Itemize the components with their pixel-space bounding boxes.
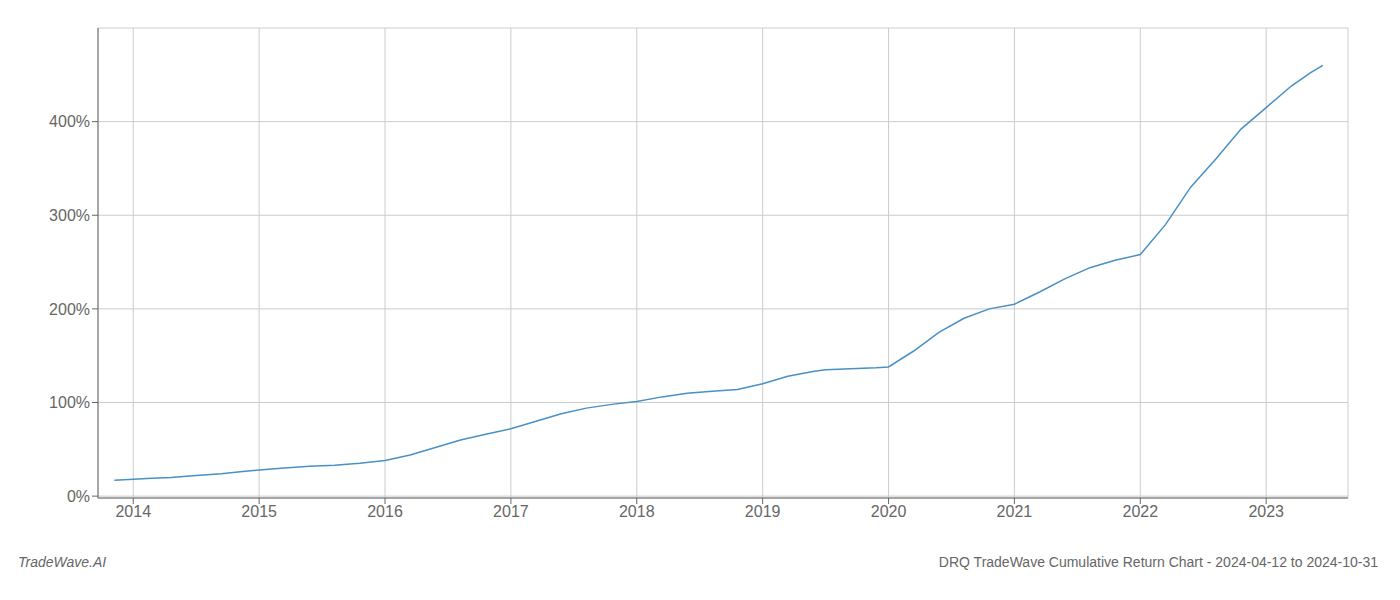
svg-text:2019: 2019	[745, 503, 781, 520]
svg-text:2021: 2021	[997, 503, 1033, 520]
svg-text:100%: 100%	[49, 394, 90, 411]
svg-text:300%: 300%	[49, 207, 90, 224]
svg-text:2018: 2018	[619, 503, 655, 520]
svg-text:2016: 2016	[367, 503, 403, 520]
svg-text:200%: 200%	[49, 301, 90, 318]
svg-text:400%: 400%	[49, 113, 90, 130]
svg-text:2014: 2014	[115, 503, 151, 520]
svg-text:2022: 2022	[1122, 503, 1158, 520]
svg-text:0%: 0%	[67, 488, 90, 505]
html-text:DRQ TradeWave Cumulative Retur: DRQ TradeWave Cumulative Return Chart - …	[938, 554, 1378, 570]
svg-text:2015: 2015	[241, 503, 277, 520]
html-text:TradeWave.AI: TradeWave.AI	[18, 554, 107, 570]
svg-text:2020: 2020	[871, 503, 907, 520]
svg-text:2017: 2017	[493, 503, 529, 520]
svg-text:2023: 2023	[1248, 503, 1284, 520]
